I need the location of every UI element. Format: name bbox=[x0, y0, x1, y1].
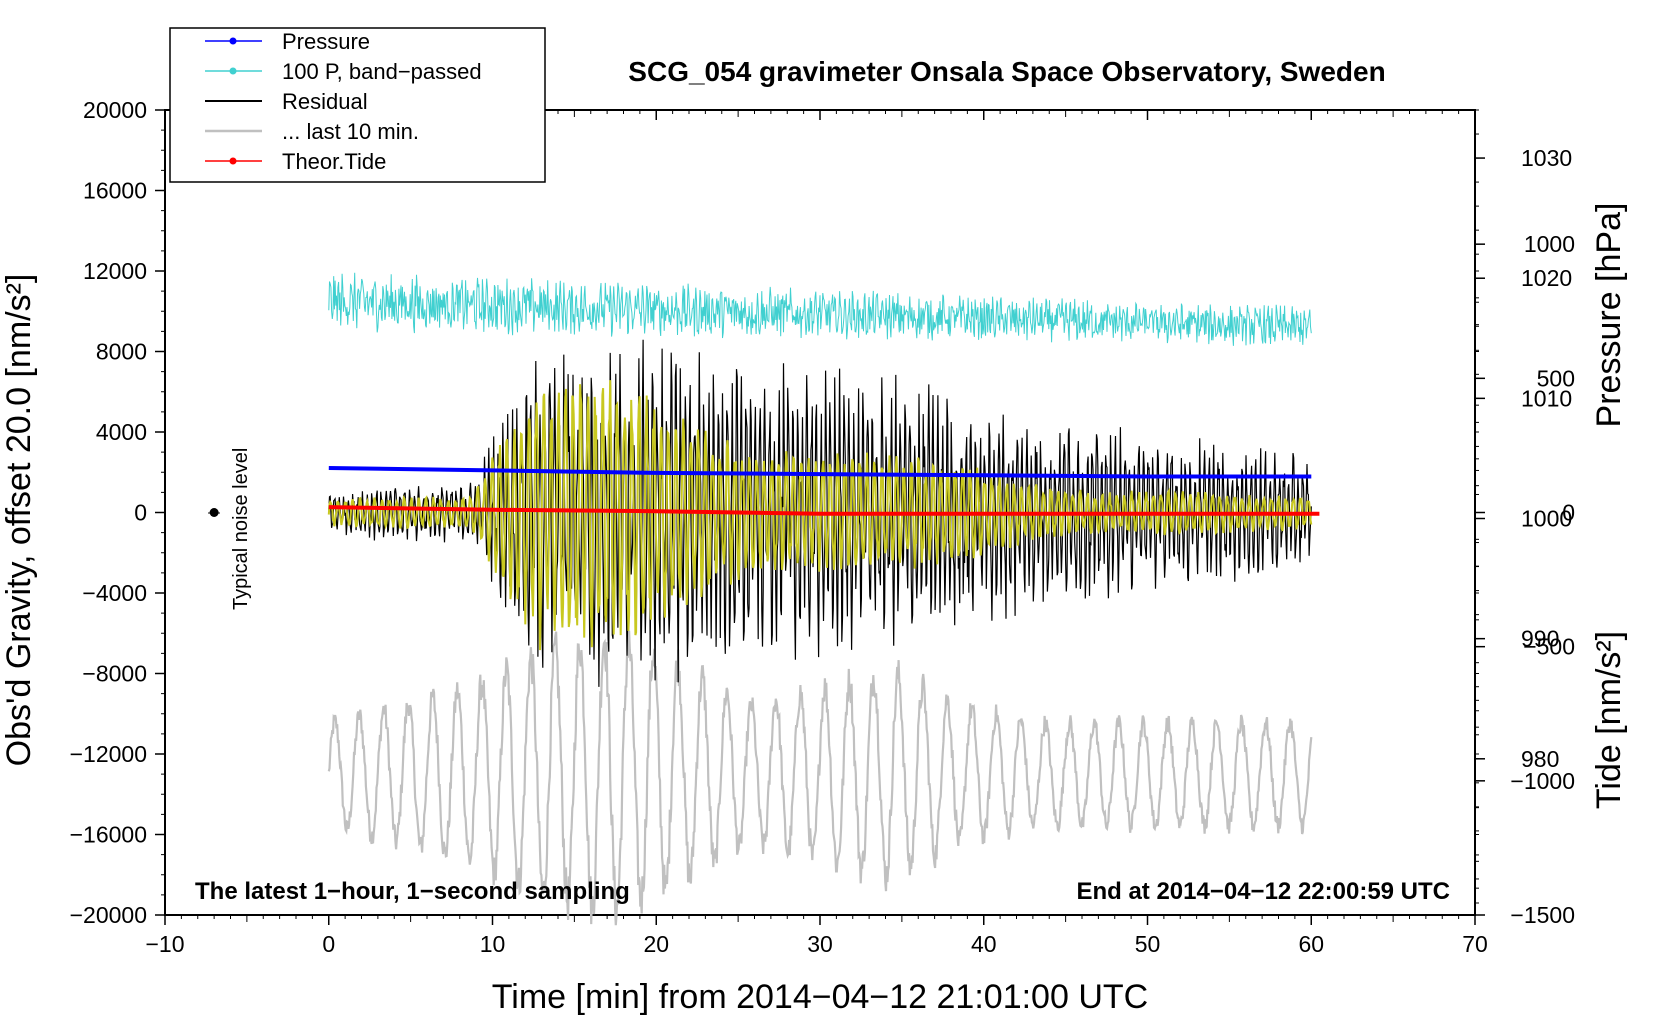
annotation-sampling: The latest 1−hour, 1−second sampling bbox=[195, 878, 630, 905]
x-tick-label: 40 bbox=[971, 931, 997, 957]
y-axis-label-tide: Tide [nm/s²] bbox=[1590, 631, 1628, 809]
legend: Pressure 100 P, band−passed Residual ...… bbox=[169, 27, 546, 183]
pressure-tick-label: 1010 bbox=[1521, 385, 1572, 411]
x-tick-label: −10 bbox=[145, 931, 184, 957]
noise-level-label: Typical noise level bbox=[230, 448, 252, 610]
series-layer bbox=[327, 272, 1320, 926]
series-last-10-min bbox=[327, 630, 1313, 926]
noise-level-point bbox=[209, 508, 219, 517]
x-tick-label: 60 bbox=[1298, 931, 1324, 957]
legend-label-bandpassed: 100 P, band−passed bbox=[282, 59, 482, 84]
x-axis-ticks: −10 0 10 20 30 40 50 60 70 bbox=[145, 110, 1488, 957]
x-tick-label: 10 bbox=[480, 931, 506, 957]
pressure-tick-label: 1000 bbox=[1521, 506, 1572, 532]
legend-label-pressure: Pressure bbox=[282, 29, 370, 54]
legend-entry-tide: Theor.Tide bbox=[205, 149, 386, 174]
pressure-tick-label: 1030 bbox=[1521, 145, 1572, 171]
y-tick-label: −12000 bbox=[70, 741, 147, 767]
y-tick-label: 8000 bbox=[96, 339, 147, 365]
annotation-end-time: End at 2014−04−12 22:00:59 UTC bbox=[1076, 878, 1450, 905]
legend-dot-bandpassed bbox=[229, 67, 237, 75]
y-axis-label-pressure: Pressure [hPa] bbox=[1590, 203, 1628, 428]
y-tick-label: 12000 bbox=[83, 258, 147, 284]
legend-entry-bandpassed: 100 P, band−passed bbox=[205, 59, 482, 84]
y-tick-label: −4000 bbox=[82, 580, 147, 606]
x-tick-label: 70 bbox=[1462, 931, 1488, 957]
tide-tick-label: −500 bbox=[1523, 634, 1575, 660]
legend-label-tide: Theor.Tide bbox=[282, 149, 386, 174]
legend-entry-residual: Residual bbox=[205, 89, 368, 114]
y-tick-label: 4000 bbox=[96, 419, 147, 445]
tide-tick-label: 0 bbox=[1562, 500, 1575, 526]
tide-axis-ticks: 1000 500 0 −500 −1000 −1500 bbox=[1475, 231, 1575, 928]
y-axis-label-left: Obs'd Gravity, offset 20.0 [nm/s²] bbox=[0, 274, 38, 767]
x-tick-label: 0 bbox=[322, 931, 335, 957]
y-tick-label: 0 bbox=[134, 500, 147, 526]
x-tick-label: 30 bbox=[807, 931, 833, 957]
legend-entry-last10: ... last 10 min. bbox=[205, 119, 419, 144]
series-pressure bbox=[328, 466, 1312, 479]
tide-tick-label: 1000 bbox=[1524, 231, 1575, 257]
legend-entry-pressure: Pressure bbox=[205, 29, 370, 54]
tide-tick-label: −1000 bbox=[1510, 768, 1575, 794]
legend-label-residual: Residual bbox=[282, 89, 368, 114]
y-tick-label: 16000 bbox=[83, 178, 147, 204]
pressure-tick-label: 1020 bbox=[1521, 265, 1572, 291]
legend-dot-pressure bbox=[229, 37, 237, 45]
legend-dot-tide bbox=[229, 157, 237, 165]
chart-title: SCG_054 gravimeter Onsala Space Observat… bbox=[628, 56, 1385, 87]
y-tick-label: −16000 bbox=[70, 822, 147, 848]
y-tick-label: −20000 bbox=[70, 902, 147, 928]
y-tick-label: 20000 bbox=[83, 97, 147, 123]
x-axis-label: Time [min] from 2014−04−12 21:01:00 UTC bbox=[492, 978, 1148, 1016]
pressure-tick-label: 990 bbox=[1521, 626, 1559, 652]
tide-tick-label: −1500 bbox=[1510, 902, 1575, 928]
legend-box bbox=[169, 27, 546, 183]
y-tick-label: −8000 bbox=[82, 661, 147, 687]
series-theoretical-tide bbox=[328, 505, 1320, 516]
series-filtered-residual bbox=[327, 380, 1313, 651]
x-tick-label: 50 bbox=[1135, 931, 1161, 957]
y-axis-ticks: 20000 16000 12000 8000 4000 0 −4000 −8000 −12000… bbox=[70, 97, 165, 928]
legend-label-last10: ... last 10 min. bbox=[282, 119, 419, 144]
x-tick-label: 20 bbox=[643, 931, 669, 957]
pressure-tick-label: 980 bbox=[1521, 746, 1559, 772]
tide-tick-label: 500 bbox=[1537, 365, 1575, 391]
series-bandpassed bbox=[328, 272, 1312, 346]
